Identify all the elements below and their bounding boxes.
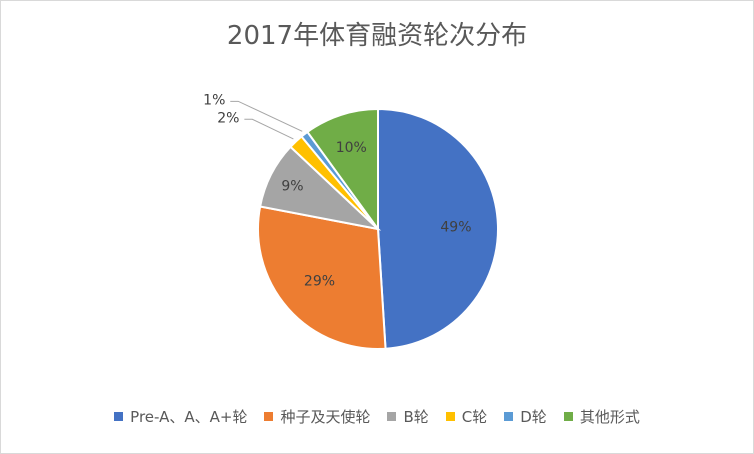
data-label: 1% — [203, 92, 225, 108]
data-label: 9% — [281, 178, 303, 194]
legend-label: 种子及天使轮 — [280, 408, 371, 426]
legend-label: C轮 — [461, 408, 488, 426]
legend-item: 其他形式 — [563, 406, 640, 427]
legend-swatch — [504, 412, 514, 421]
legend-item: C轮 — [445, 406, 488, 427]
legend-swatch — [114, 412, 124, 421]
leader-line — [230, 100, 303, 132]
leader-line — [244, 118, 294, 140]
legend-swatch — [563, 412, 573, 421]
legend-item: B轮 — [387, 406, 429, 427]
legend-item: 种子及天使轮 — [264, 406, 370, 427]
data-label: 29% — [304, 274, 335, 290]
data-label: 10% — [336, 140, 367, 156]
chart-title: 2017年体育融资轮次分布 — [226, 21, 528, 51]
legend-item: D轮 — [504, 406, 547, 427]
legend-swatch — [387, 412, 397, 421]
legend-swatch — [264, 412, 274, 421]
pie-slice — [306, 107, 379, 233]
legend-label: B轮 — [403, 408, 429, 426]
pie-slice — [257, 205, 387, 350]
legend-label: D轮 — [520, 408, 547, 426]
data-label: 49% — [440, 220, 471, 236]
legend-label: 其他形式 — [579, 408, 640, 426]
legend-swatch — [445, 412, 455, 421]
legend-label: Pre-A、A、A+轮 — [130, 408, 248, 426]
legend-item: Pre-A、A、A+轮 — [114, 406, 247, 427]
legend: Pre-A、A、A+轮 种子及天使轮 B轮 C轮 D轮 其他形式 — [1, 406, 753, 427]
data-label: 2% — [217, 110, 239, 126]
pie-slice — [377, 107, 499, 350]
